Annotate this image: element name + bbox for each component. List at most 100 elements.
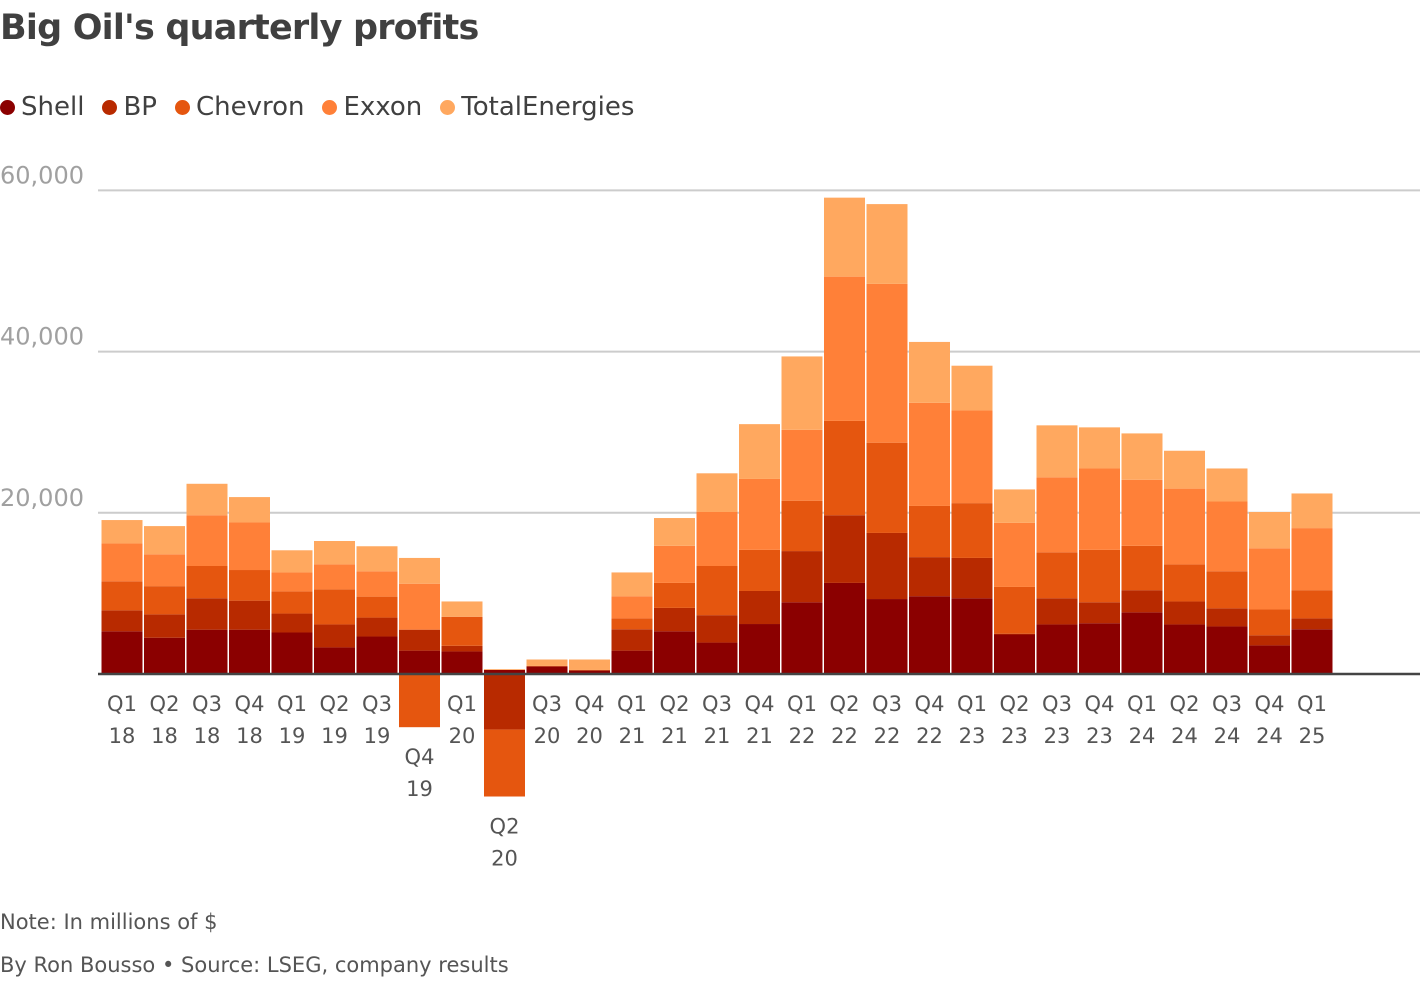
bar-segment-bp	[569, 669, 610, 671]
x-tick-label: Q4	[1255, 692, 1285, 716]
x-tick-label: Q3	[1212, 692, 1242, 716]
bar-segment-chevron	[144, 586, 185, 615]
x-tick-label: 18	[109, 724, 136, 748]
bar-segment-shell	[781, 602, 823, 674]
bar-segment-totalenergies	[1206, 468, 1248, 502]
bar-segment-totalenergies	[994, 489, 1035, 523]
y-tick-label: 40,000	[0, 323, 84, 351]
legend-label: Chevron	[195, 92, 305, 122]
bar-segment-exxon	[611, 596, 653, 619]
bar-segment-exxon	[1079, 468, 1120, 550]
bar-segment-bp	[909, 557, 950, 597]
x-tick-label: 22	[916, 724, 943, 748]
legend-swatch	[174, 99, 190, 115]
bar-segment-exxon	[186, 515, 228, 566]
bar-segment-bp	[824, 515, 865, 583]
x-tick-label: 24	[1214, 724, 1241, 748]
bar-segment-exxon	[909, 402, 950, 506]
x-tick-label: 23	[1044, 724, 1071, 748]
bar-segment-bp	[1206, 608, 1248, 627]
bar-segment-bp	[1079, 602, 1120, 624]
x-tick-label: 20	[491, 847, 518, 871]
bar-segment-shell	[866, 599, 908, 674]
bar-segment-shell	[1291, 629, 1333, 674]
bar-segment-shell	[1036, 624, 1078, 674]
bar-segment-chevron	[186, 565, 228, 599]
chart-note: Note: In millions of $	[0, 910, 218, 934]
bar-segment-totalenergies	[101, 520, 143, 544]
bar-segment-chevron	[101, 581, 143, 611]
bar-segment-chevron	[229, 570, 270, 601]
bar-segment-shell	[399, 650, 440, 674]
bar-segment-totalenergies	[654, 518, 695, 546]
x-tick-label: 20	[576, 724, 603, 748]
bar-segment-chevron	[484, 729, 525, 797]
bar-segment-chevron	[866, 442, 908, 533]
bar-segment-chevron	[696, 565, 738, 616]
x-tick-label: Q2	[1170, 692, 1200, 716]
bar-segment-bp	[654, 607, 695, 632]
x-tick-label: Q2	[150, 692, 180, 716]
bar-segment-shell	[994, 634, 1035, 674]
bar-segment-totalenergies	[569, 659, 610, 670]
x-tick-label: Q2	[1000, 692, 1030, 716]
legend-label: Shell	[21, 92, 85, 122]
bar-segment-shell	[909, 596, 950, 674]
bar-segment-chevron	[441, 616, 483, 646]
bar-segment-exxon	[1036, 477, 1078, 553]
bar-segment-chevron	[824, 420, 865, 516]
bar-segment-chevron	[951, 503, 993, 558]
bar-segment-shell	[1121, 612, 1163, 674]
bar-segment-bp	[271, 613, 313, 633]
x-tick-label: 19	[279, 724, 306, 748]
bar-segment-chevron	[1291, 590, 1333, 619]
bar-segment-totalenergies	[1164, 450, 1205, 489]
bar-segment-bp	[951, 557, 993, 599]
x-tick-label: 21	[619, 724, 646, 748]
legend-label: Exxon	[343, 92, 423, 122]
bar-segment-totalenergies	[866, 204, 908, 284]
x-tick-label: Q4	[915, 692, 945, 716]
bar-segment-shell	[186, 629, 228, 674]
bar-segment-chevron	[1206, 571, 1248, 609]
x-tick-label: 19	[406, 777, 433, 801]
legend-item-exxon: Exxon	[322, 92, 422, 122]
bar-segment-bp	[526, 665, 568, 667]
bar-segment-totalenergies	[399, 557, 440, 584]
x-tick-label: Q1	[1127, 692, 1157, 716]
legend-item-totalenergies: TotalEnergies	[440, 92, 634, 122]
bar-segment-bp	[696, 615, 738, 643]
x-tick-label: 23	[959, 724, 986, 748]
bar-segment-totalenergies	[611, 572, 653, 597]
bar-segment-chevron	[1249, 609, 1290, 636]
x-tick-label: 24	[1129, 724, 1156, 748]
bar-segment-chevron	[271, 591, 313, 614]
legend-label: BP	[123, 92, 157, 122]
x-tick-label: Q4	[1085, 692, 1115, 716]
bar-segment-exxon	[1121, 479, 1163, 546]
x-tick-label: Q3	[872, 692, 902, 716]
bar-segment-exxon	[271, 572, 313, 592]
x-tick-label: 19	[321, 724, 348, 748]
bar-segment-bp	[399, 629, 440, 651]
bar-segment-bp	[781, 551, 823, 603]
bar-segment-exxon	[314, 564, 355, 590]
bar-segment-bp	[186, 598, 228, 630]
bar-segment-totalenergies	[441, 601, 483, 617]
x-tick-label: Q4	[575, 692, 605, 716]
bar-segment-shell	[526, 666, 568, 674]
chart-plot: 20,000 40,000 60,000 Q1 18 Q2 18 Q3 18 Q4 18 Q1 19 Q2…	[0, 161, 1420, 871]
bar-segment-exxon	[739, 478, 780, 550]
legend: Shell BP Chevron Exxon TotalEnergies	[0, 92, 634, 122]
bar-segment-shell	[441, 651, 483, 674]
bar-segment-bp	[1291, 618, 1333, 630]
legend-item-bp: BP	[102, 92, 157, 122]
bar-segment-shell	[229, 629, 270, 674]
x-tick-label: Q3	[192, 692, 222, 716]
bar-segment-exxon	[1164, 488, 1205, 565]
bar-segment-chevron	[1079, 549, 1120, 603]
bar-segment-totalenergies	[951, 365, 993, 411]
bar-segment-shell	[484, 669, 525, 674]
bar-segment-chevron	[314, 589, 355, 625]
bar-segment-shell	[654, 631, 695, 674]
